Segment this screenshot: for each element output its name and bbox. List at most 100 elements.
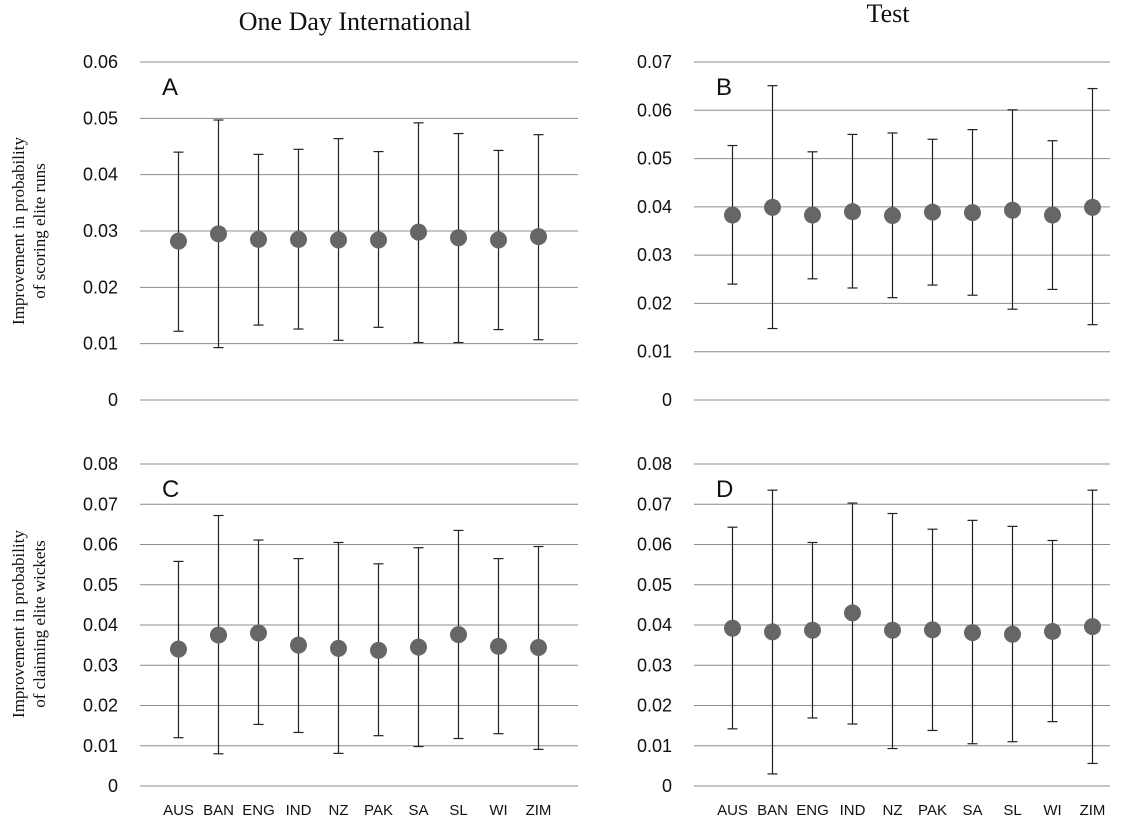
y-tick-label: 0.08 [83, 454, 118, 474]
y-tick-label: 0.05 [83, 108, 118, 128]
y-tick-label: 0.07 [83, 494, 118, 514]
y-tick-label: 0.04 [637, 615, 672, 635]
y-tick-label: 0.05 [83, 575, 118, 595]
y-tick-label: 0.02 [637, 293, 672, 313]
data-point-ind [290, 230, 307, 248]
y-tick-label: 0.06 [83, 52, 118, 72]
data-point-wi [490, 637, 507, 655]
panel-letter: D [716, 476, 733, 503]
data-point-aus [724, 619, 741, 637]
y-tick-label: 0.03 [83, 221, 118, 241]
x-tick-label: ENG [242, 802, 275, 819]
data-point-zim [1084, 618, 1101, 636]
data-point-wi [1044, 206, 1061, 224]
y-tick-label: 0.06 [83, 535, 118, 555]
x-tick-label: ZIM [1080, 802, 1106, 819]
y-tick-label: 0.02 [83, 277, 118, 297]
x-tick-label: PAK [364, 802, 393, 819]
y-tick-label: 0.03 [83, 655, 118, 675]
y-axis-label-runs-line2: of scoring elite runs [30, 163, 49, 299]
y-tick-label: 0.06 [637, 535, 672, 555]
x-tick-label: SA [962, 802, 982, 819]
x-tick-label: PAK [918, 802, 947, 819]
data-point-eng [250, 230, 267, 248]
data-point-ban [764, 623, 781, 641]
data-point-sl [450, 229, 467, 247]
data-point-sa [964, 624, 981, 642]
x-tick-label: ZIM [526, 802, 552, 819]
y-tick-label: 0.01 [637, 342, 672, 362]
panel-c: 0 0.01 0.02 0.03 0.04 0.05 0.06 0.07 0.08 C AUS BAN… [83, 454, 578, 819]
data-point-zim [1084, 198, 1101, 216]
data-point-ban [210, 225, 227, 243]
data-point-sa [410, 223, 427, 241]
y-tick-label: 0.04 [637, 197, 672, 217]
x-tick-label: IND [840, 802, 866, 819]
panel-letter: B [716, 74, 732, 101]
x-tick-label: WI [1043, 802, 1061, 819]
data-point-eng [804, 621, 821, 639]
y-axis-label-wickets-line2: of claiming elite wickets [30, 540, 49, 708]
data-point-pak [370, 231, 387, 249]
y-tick-label: 0.07 [637, 494, 672, 514]
panel-a: 0 0.01 0.02 0.03 0.04 0.05 0.06 A [83, 52, 578, 410]
data-point-nz [884, 621, 901, 639]
data-point-wi [1044, 622, 1061, 640]
data-point-ban [210, 626, 227, 644]
x-tick-label: ENG [796, 802, 829, 819]
y-tick-label: 0 [662, 776, 672, 796]
y-tick-label: 0.01 [637, 736, 672, 756]
data-point-aus [170, 640, 187, 658]
x-tick-label: BAN [757, 802, 788, 819]
data-point-zim [530, 228, 547, 246]
data-point-zim [530, 639, 547, 657]
y-axis-label-wickets-line1: Improvement in probability [9, 530, 28, 718]
data-point-ind [290, 636, 307, 654]
data-point-ban [764, 198, 781, 216]
data-point-nz [330, 231, 347, 249]
data-point-sl [1004, 201, 1021, 219]
x-tick-label: AUS [717, 802, 748, 819]
y-tick-label: 0.01 [83, 334, 118, 354]
data-point-sa [410, 638, 427, 656]
y-tick-label: 0.02 [83, 696, 118, 716]
y-tick-label: 0.01 [83, 736, 118, 756]
data-point-sl [450, 626, 467, 644]
data-point-ind [844, 203, 861, 221]
y-tick-label: 0.03 [637, 655, 672, 675]
data-point-nz [884, 207, 901, 225]
data-point-wi [490, 231, 507, 249]
y-tick-label: 0.03 [637, 245, 672, 265]
panel-b: 0 0.01 0.02 0.03 0.04 0.05 0.06 0.07 B [637, 52, 1110, 410]
x-tick-label: NZ [883, 802, 903, 819]
x-tick-label: NZ [329, 802, 349, 819]
y-tick-label: 0.05 [637, 575, 672, 595]
y-axis-label-runs-line1: Improvement in probability [9, 137, 28, 325]
data-point-pak [924, 621, 941, 639]
x-tick-label: SL [449, 802, 467, 819]
x-tick-label: AUS [163, 802, 194, 819]
data-point-nz [330, 639, 347, 657]
y-tick-label: 0.04 [83, 615, 118, 635]
y-tick-label: 0.05 [637, 149, 672, 169]
panel-letter: A [162, 74, 178, 101]
x-tick-label: SA [408, 802, 428, 819]
data-point-eng [250, 624, 267, 642]
column-title-test: Test [867, 0, 911, 28]
y-tick-label: 0 [108, 390, 118, 410]
data-point-pak [924, 203, 941, 221]
data-point-pak [370, 641, 387, 659]
y-tick-label: 0.06 [637, 100, 672, 120]
x-tick-label: WI [489, 802, 507, 819]
y-tick-label: 0 [662, 390, 672, 410]
column-title-odi: One Day International [239, 7, 471, 36]
data-point-aus [170, 232, 187, 250]
data-point-sa [964, 204, 981, 222]
data-point-sl [1004, 625, 1021, 643]
data-point-ind [844, 604, 861, 622]
x-tick-label: IND [286, 802, 312, 819]
data-point-aus [724, 206, 741, 224]
y-tick-label: 0.02 [637, 696, 672, 716]
y-tick-label: 0.04 [83, 165, 118, 185]
